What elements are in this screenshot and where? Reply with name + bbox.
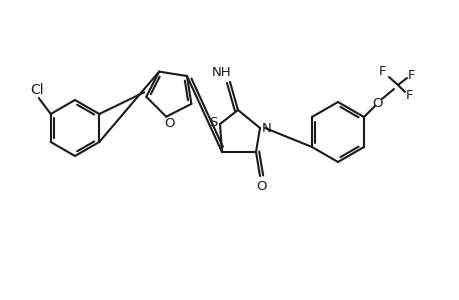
Text: F: F <box>407 68 415 82</box>
Text: O: O <box>164 117 174 130</box>
Text: F: F <box>405 88 413 101</box>
Text: N: N <box>262 122 271 134</box>
Text: NH: NH <box>212 65 231 79</box>
Text: O: O <box>372 97 382 110</box>
Text: O: O <box>256 181 267 194</box>
Text: S: S <box>208 116 217 128</box>
Text: Cl: Cl <box>30 83 44 97</box>
Text: F: F <box>378 64 386 77</box>
